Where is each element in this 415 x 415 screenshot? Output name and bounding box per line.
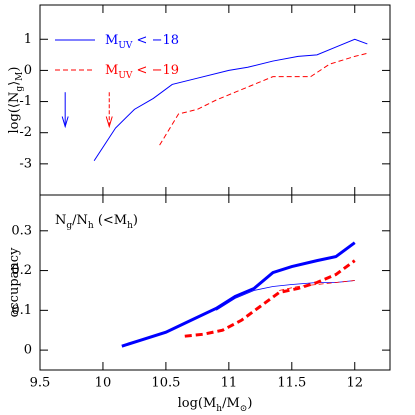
- upper-limit-head: [105, 116, 113, 129]
- annotation-part: (<M: [94, 213, 127, 228]
- legend-label-part: M: [105, 33, 118, 48]
- x-tick-label: 12: [346, 376, 363, 391]
- x-tick-label: 9.5: [30, 376, 51, 391]
- y-axis-label-part: M: [15, 72, 25, 81]
- y-axis-label-part: ): [7, 67, 22, 72]
- x-axis-label-part: h: [216, 404, 222, 414]
- legend-label: MUV < −19: [105, 63, 179, 81]
- y-tick-label: -1: [19, 94, 32, 109]
- x-axis-label-part: ): [247, 396, 252, 411]
- annotation-part: /N: [72, 213, 88, 228]
- x-axis-label-part: log(M: [178, 396, 217, 411]
- legend-label-part: < −18: [132, 33, 179, 48]
- annotation-part: ): [133, 213, 138, 228]
- upper-limit-head: [61, 116, 69, 129]
- y-tick-label: 0: [24, 343, 32, 358]
- annotation: Ng/Nh (<Mh): [55, 213, 138, 231]
- legend-label-part: M: [105, 63, 118, 78]
- annotation-part: h: [88, 221, 94, 231]
- x-tick-label: 10.5: [151, 376, 180, 391]
- x-tick-label: 11: [221, 376, 238, 391]
- y-tick-label: 0.2: [11, 263, 32, 278]
- y-axis-label-part: ⟩: [7, 81, 22, 86]
- y-axis-label-part: log(⟨N: [7, 92, 22, 134]
- legend-label-part: UV: [118, 71, 133, 81]
- x-axis-label-part: ⊙: [240, 404, 248, 414]
- y-tick-label: 1: [24, 32, 32, 47]
- y-tick-label: 0.1: [11, 303, 32, 318]
- y-tick-label: 0.3: [11, 223, 32, 238]
- data-line: [121, 241, 356, 348]
- y-axis-label-part: g: [15, 86, 25, 92]
- data-line: [184, 259, 356, 338]
- annotation-part: g: [66, 221, 72, 231]
- legend-label: MUV < −18: [105, 33, 179, 51]
- plot-frame: [39, 4, 391, 196]
- data-line: [216, 280, 355, 311]
- legend-label-part: UV: [118, 41, 133, 51]
- data-line: [159, 52, 368, 146]
- x-axis-label: log(Mh/M⊙): [178, 396, 253, 414]
- x-tick-label: 10: [95, 376, 112, 391]
- data-line: [279, 280, 355, 291]
- y-axis-label-part: occupancy: [7, 247, 22, 317]
- legend-label-part: < −19: [132, 63, 179, 78]
- y-tick-label: -2: [19, 125, 32, 140]
- annotation-part: N: [55, 213, 66, 228]
- y-tick-label: -3: [19, 156, 32, 171]
- x-tick-label: 11.5: [277, 376, 306, 391]
- y-tick-label: 0: [24, 63, 32, 78]
- annotation-part: h: [127, 221, 133, 231]
- y-axis-label: log(⟨Ng⟩M): [7, 67, 25, 134]
- x-axis-label-part: /M: [222, 396, 240, 411]
- plot-frame: [39, 194, 391, 371]
- y-axis-label: occupancy: [7, 247, 22, 317]
- data-line: [93, 38, 368, 162]
